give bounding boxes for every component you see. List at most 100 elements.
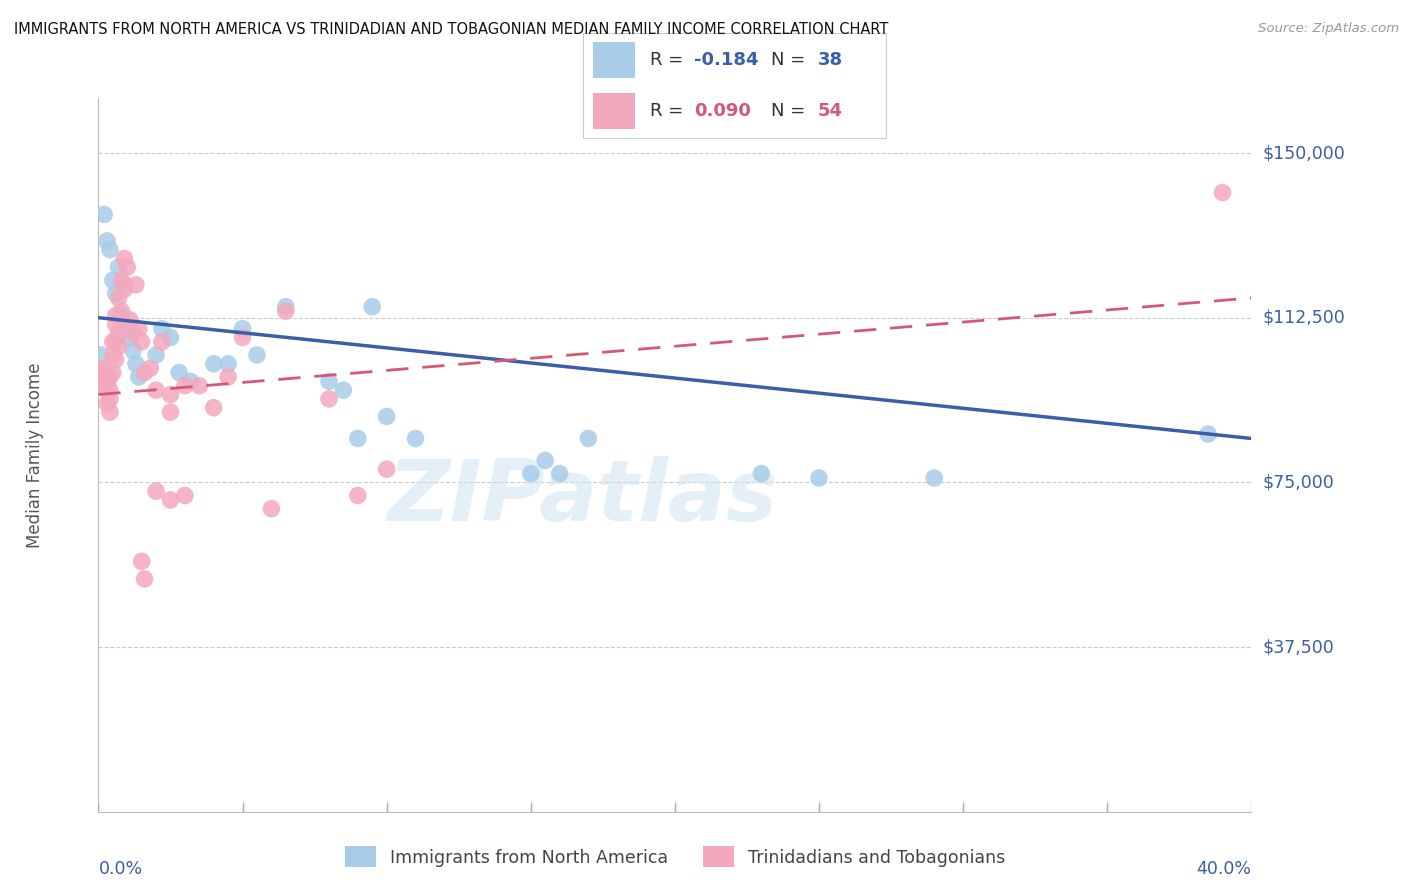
- Point: [93, 378, 115, 392]
- Point: [139, 361, 162, 376]
- Text: 0.090: 0.090: [693, 102, 751, 120]
- Text: $112,500: $112,500: [1263, 309, 1346, 326]
- Point: [202, 357, 225, 371]
- Point: [159, 405, 181, 419]
- Point: [120, 313, 142, 327]
- Point: [98, 383, 121, 397]
- Text: N =: N =: [770, 52, 811, 70]
- Point: [405, 432, 427, 446]
- Point: [101, 348, 124, 362]
- Point: [188, 378, 211, 392]
- Point: [332, 383, 354, 397]
- Point: [122, 326, 145, 340]
- Text: 0.0%: 0.0%: [98, 860, 142, 878]
- Point: [101, 334, 124, 349]
- Point: [122, 343, 145, 358]
- Point: [104, 286, 127, 301]
- Point: [90, 348, 112, 362]
- Point: [98, 243, 121, 257]
- Point: [361, 300, 384, 314]
- Text: Source: ZipAtlas.com: Source: ZipAtlas.com: [1258, 22, 1399, 36]
- Point: [96, 383, 118, 397]
- Point: [93, 207, 115, 221]
- Point: [98, 370, 121, 384]
- Point: [174, 378, 197, 392]
- Point: [125, 277, 148, 292]
- Point: [104, 334, 127, 349]
- Point: [134, 572, 156, 586]
- Point: [112, 277, 135, 292]
- Text: $150,000: $150,000: [1263, 144, 1346, 162]
- Legend: Immigrants from North America, Trinidadians and Tobagonians: Immigrants from North America, Trinidadi…: [337, 839, 1012, 874]
- Point: [96, 396, 118, 410]
- Point: [318, 392, 340, 406]
- Point: [159, 492, 181, 507]
- Point: [104, 318, 127, 332]
- Point: [101, 273, 124, 287]
- Point: [1212, 186, 1234, 200]
- Point: [107, 260, 129, 275]
- Point: [145, 484, 167, 499]
- Point: [107, 339, 129, 353]
- Point: [346, 432, 368, 446]
- Text: Median Family Income: Median Family Income: [25, 362, 44, 548]
- Point: [274, 304, 297, 318]
- Point: [128, 321, 150, 335]
- Point: [346, 489, 368, 503]
- Point: [1197, 427, 1219, 442]
- Text: R =: R =: [650, 52, 689, 70]
- Point: [578, 432, 600, 446]
- Point: [375, 409, 398, 424]
- Text: R =: R =: [650, 102, 689, 120]
- Text: N =: N =: [770, 102, 811, 120]
- Point: [231, 330, 254, 344]
- Point: [134, 366, 156, 380]
- Point: [112, 282, 135, 296]
- Point: [159, 387, 181, 401]
- Point: [93, 361, 115, 376]
- Text: IMMIGRANTS FROM NORTH AMERICA VS TRINIDADIAN AND TOBAGONIAN MEDIAN FAMILY INCOME: IMMIGRANTS FROM NORTH AMERICA VS TRINIDA…: [14, 22, 889, 37]
- Point: [217, 357, 239, 371]
- Point: [231, 321, 254, 335]
- Point: [159, 330, 181, 344]
- Point: [807, 471, 830, 485]
- Point: [96, 234, 118, 248]
- Point: [180, 375, 202, 389]
- Point: [104, 309, 127, 323]
- Point: [174, 489, 197, 503]
- Text: $37,500: $37,500: [1263, 638, 1334, 656]
- Point: [101, 366, 124, 380]
- Point: [150, 334, 173, 349]
- Point: [145, 383, 167, 397]
- Point: [90, 366, 112, 380]
- Point: [110, 309, 132, 323]
- Point: [98, 392, 121, 406]
- Point: [751, 467, 773, 481]
- Point: [104, 352, 127, 367]
- FancyBboxPatch shape: [592, 43, 636, 78]
- Point: [131, 334, 153, 349]
- Text: $75,000: $75,000: [1263, 474, 1334, 491]
- Point: [117, 260, 138, 275]
- Point: [120, 330, 142, 344]
- Point: [922, 471, 945, 485]
- Point: [145, 348, 167, 362]
- Point: [98, 405, 121, 419]
- Point: [117, 321, 138, 335]
- Point: [128, 370, 150, 384]
- Point: [534, 453, 557, 467]
- Point: [548, 467, 571, 481]
- Text: ZIPatlas: ZIPatlas: [388, 456, 778, 540]
- Point: [107, 291, 129, 305]
- Point: [246, 348, 269, 362]
- Point: [167, 366, 190, 380]
- Point: [107, 326, 129, 340]
- Point: [150, 321, 173, 335]
- Point: [96, 375, 118, 389]
- Point: [202, 401, 225, 415]
- Point: [260, 501, 283, 516]
- Text: 38: 38: [818, 52, 842, 70]
- Point: [217, 370, 239, 384]
- Point: [110, 273, 132, 287]
- Point: [375, 462, 398, 476]
